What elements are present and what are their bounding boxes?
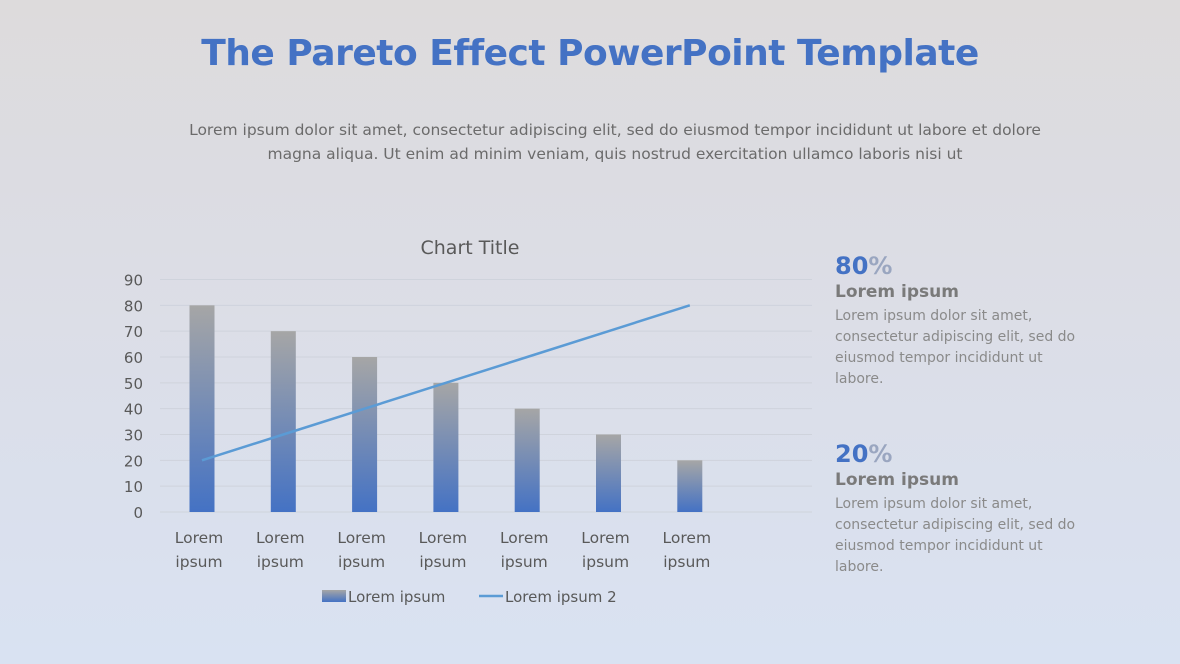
stat-heading: Lorem ipsum [835,470,959,490]
stat-value: 20 [835,440,869,468]
subtitle-line-1: Lorem ipsum dolor sit amet, consectetur … [189,121,1041,139]
stat-value: 80 [835,252,869,280]
legend-line-label: Lorem ipsum 2 [505,588,617,606]
line-series [201,304,691,462]
subtitle-line-2: magna aliqua. Ut enim ad minim veniam, q… [267,145,963,163]
stat-percent: 80% [835,252,1095,280]
stat-block-80: 80% Lorem ipsum Lorem ipsum dolor sit am… [835,252,1095,390]
stat-symbol: % [868,440,893,468]
bar [596,434,621,512]
stat-text: Lorem ipsum dolor sit amet, consectetur … [835,496,1076,575]
stat-text: Lorem ipsum dolor sit amet, consectetur … [835,308,1076,387]
y-tick-label: 0 [133,504,143,522]
y-tick-label: 60 [124,349,143,367]
bar-series [189,305,703,512]
x-tick-label: Lorem ipsum [500,529,549,571]
bar [352,357,378,512]
x-axis-labels: Lorem ipsum Lorem ipsum Lorem ipsum Lorem ipsum… [175,529,711,571]
y-tick-label: 70 [124,323,143,341]
bar [514,408,540,512]
y-axis-ticks: 0 10 20 30 40 50 60 70 80 90 [124,272,143,523]
y-tick-label: 10 [124,478,143,496]
chart-legend: Lorem ipsum Lorem ipsum 2 [322,588,617,606]
bar [189,305,215,512]
y-tick-label: 30 [124,427,143,445]
bar [677,460,703,512]
y-tick-label: 80 [124,297,143,315]
legend-bar-label: Lorem ipsum [348,588,445,606]
stat-heading: Lorem ipsum [835,282,959,302]
y-tick-label: 20 [124,452,143,470]
x-tick-label: Lorem ipsum [581,529,630,571]
y-tick-label: 40 [124,401,143,419]
stat-symbol: % [868,252,893,280]
y-tick-label: 90 [124,272,143,290]
stat-block-20: 20% Lorem ipsum Lorem ipsum dolor sit am… [835,440,1095,578]
chart-gridlines [160,279,812,513]
legend-bar-swatch [322,590,346,602]
trend-line [201,304,691,462]
bar [270,331,296,512]
stat-percent: 20% [835,440,1095,468]
x-tick-label: Lorem ipsum [663,529,712,571]
x-tick-label: Lorem ipsum [256,529,305,571]
slide-subtitle: Lorem ipsum dolor sit amet, consectetur … [170,118,1060,166]
x-tick-label: Lorem ipsum [337,529,386,571]
bar [433,382,459,512]
x-tick-label: Lorem ipsum [419,529,468,571]
y-tick-label: 50 [124,375,143,393]
slide-title: The Pareto Effect PowerPoint Template [201,33,979,74]
chart-title: Chart Title [421,237,520,259]
x-tick-label: Lorem ipsum [175,529,224,571]
